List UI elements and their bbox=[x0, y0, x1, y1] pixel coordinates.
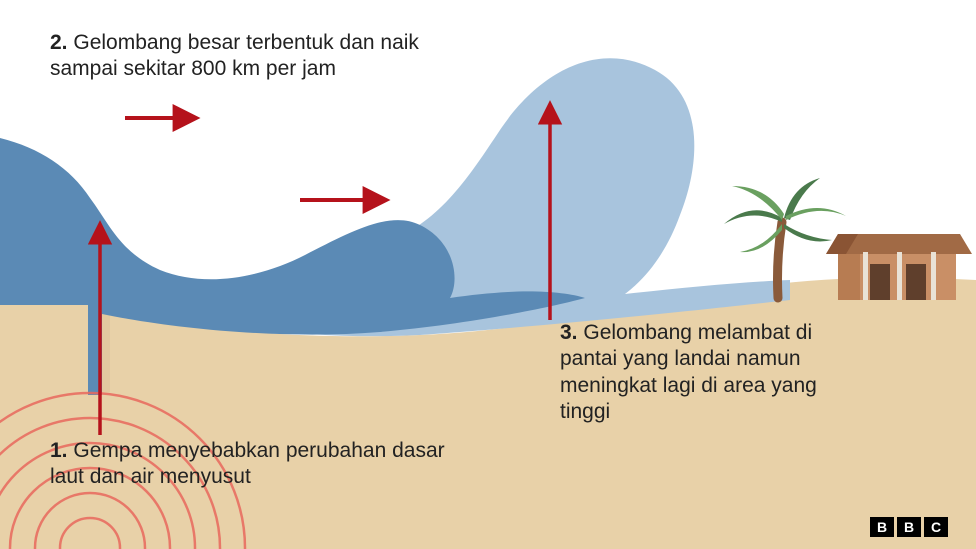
bbc-logo-letter: B bbox=[870, 517, 894, 537]
label-step2: 2. Gelombang besar terbentuk dan naik sa… bbox=[50, 30, 470, 83]
step1-number: 1. bbox=[50, 439, 68, 462]
step1-text: Gempa menyebabkan perubahan dasar laut d… bbox=[50, 439, 445, 488]
step3-text: Gelombang melambat di pantai yang landai… bbox=[560, 321, 817, 423]
label-step1: 1. Gempa menyebabkan perubahan dasar lau… bbox=[50, 438, 450, 491]
step3-number: 3. bbox=[560, 321, 578, 344]
tsunami-infographic: 2. Gelombang besar terbentuk dan naik sa… bbox=[0, 0, 976, 549]
bbc-logo-letter: B bbox=[897, 517, 921, 537]
step2-number: 2. bbox=[50, 31, 68, 54]
bbc-logo: B B C bbox=[870, 517, 948, 537]
label-step3: 3. Gelombang melambat di pantai yang lan… bbox=[560, 320, 860, 425]
bbc-logo-letter: C bbox=[924, 517, 948, 537]
step2-text: Gelombang besar terbentuk dan naik sampa… bbox=[50, 31, 419, 80]
